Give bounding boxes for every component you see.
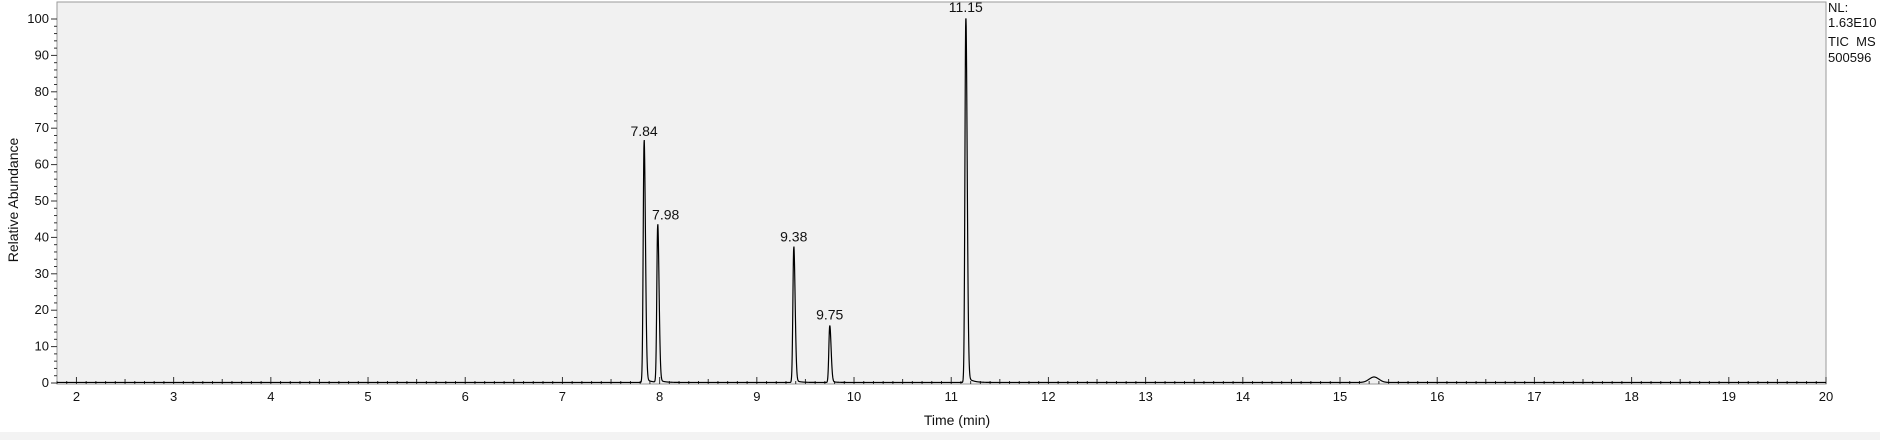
y-tick-label: 40: [35, 229, 49, 244]
y-tick-label: 10: [35, 339, 49, 354]
x-tick-label: 16: [1430, 389, 1444, 404]
nl-value: 1.63E10: [1828, 15, 1876, 30]
sample-id: 500596: [1828, 50, 1871, 65]
y-axis-title: Relative Abundance: [5, 138, 21, 263]
y-tick-label: 90: [35, 47, 49, 62]
y-tick-label: 50: [35, 193, 49, 208]
tic-trace: [57, 18, 1826, 384]
x-tick-label: 19: [1722, 389, 1736, 404]
x-tick-label: 18: [1624, 389, 1638, 404]
x-tick-label: 6: [462, 389, 469, 404]
axis-ticks: 2 3 4 5 6 7 8 9 10 11 12 13 14 15 16 17 18 19 20 0 10 20 30 40 5…: [27, 11, 1833, 404]
peak-label: 11.15: [949, 0, 983, 15]
x-tick-label: 12: [1041, 389, 1055, 404]
y-tick-label: 0: [42, 375, 49, 390]
y-tick-label: 70: [35, 120, 49, 135]
y-tick-label: 20: [35, 302, 49, 317]
x-tick-label: 5: [364, 389, 371, 404]
peak-label: 9.75: [816, 307, 843, 323]
x-tick-label: 7: [559, 389, 566, 404]
scan-filter: TIC MS: [1828, 34, 1876, 49]
y-tick-label: 30: [35, 266, 49, 281]
info-box: NL: 1.63E10 TIC MS 500596: [1828, 0, 1876, 65]
x-tick-label: 4: [267, 389, 274, 404]
peak-label: 7.98: [652, 206, 679, 222]
x-axis-title: Time (min): [924, 412, 990, 428]
plot-area: [56, 1, 1827, 385]
nl-label: NL:: [1828, 0, 1848, 15]
y-tick-label: 80: [35, 84, 49, 99]
x-tick-label: 15: [1333, 389, 1347, 404]
x-tick-label: 13: [1138, 389, 1152, 404]
x-tick-label: 2: [73, 389, 80, 404]
x-tick-label: 3: [170, 389, 177, 404]
x-tick-label: 14: [1236, 389, 1250, 404]
x-tick-label: 9: [753, 389, 760, 404]
x-tick-label: 8: [656, 389, 663, 404]
bottom-strip: [0, 432, 1880, 440]
x-tick-label: 10: [847, 389, 861, 404]
y-tick-label: 100: [27, 11, 49, 26]
x-tick-label: 17: [1527, 389, 1541, 404]
x-tick-label: 11: [944, 389, 958, 404]
peak-label: 9.38: [780, 228, 807, 244]
peak-label: 7.84: [630, 123, 657, 139]
peak-labels: 7.84 7.98 9.38 9.75 11.15: [630, 0, 983, 323]
x-tick-label: 20: [1819, 389, 1833, 404]
y-tick-label: 60: [35, 157, 49, 172]
